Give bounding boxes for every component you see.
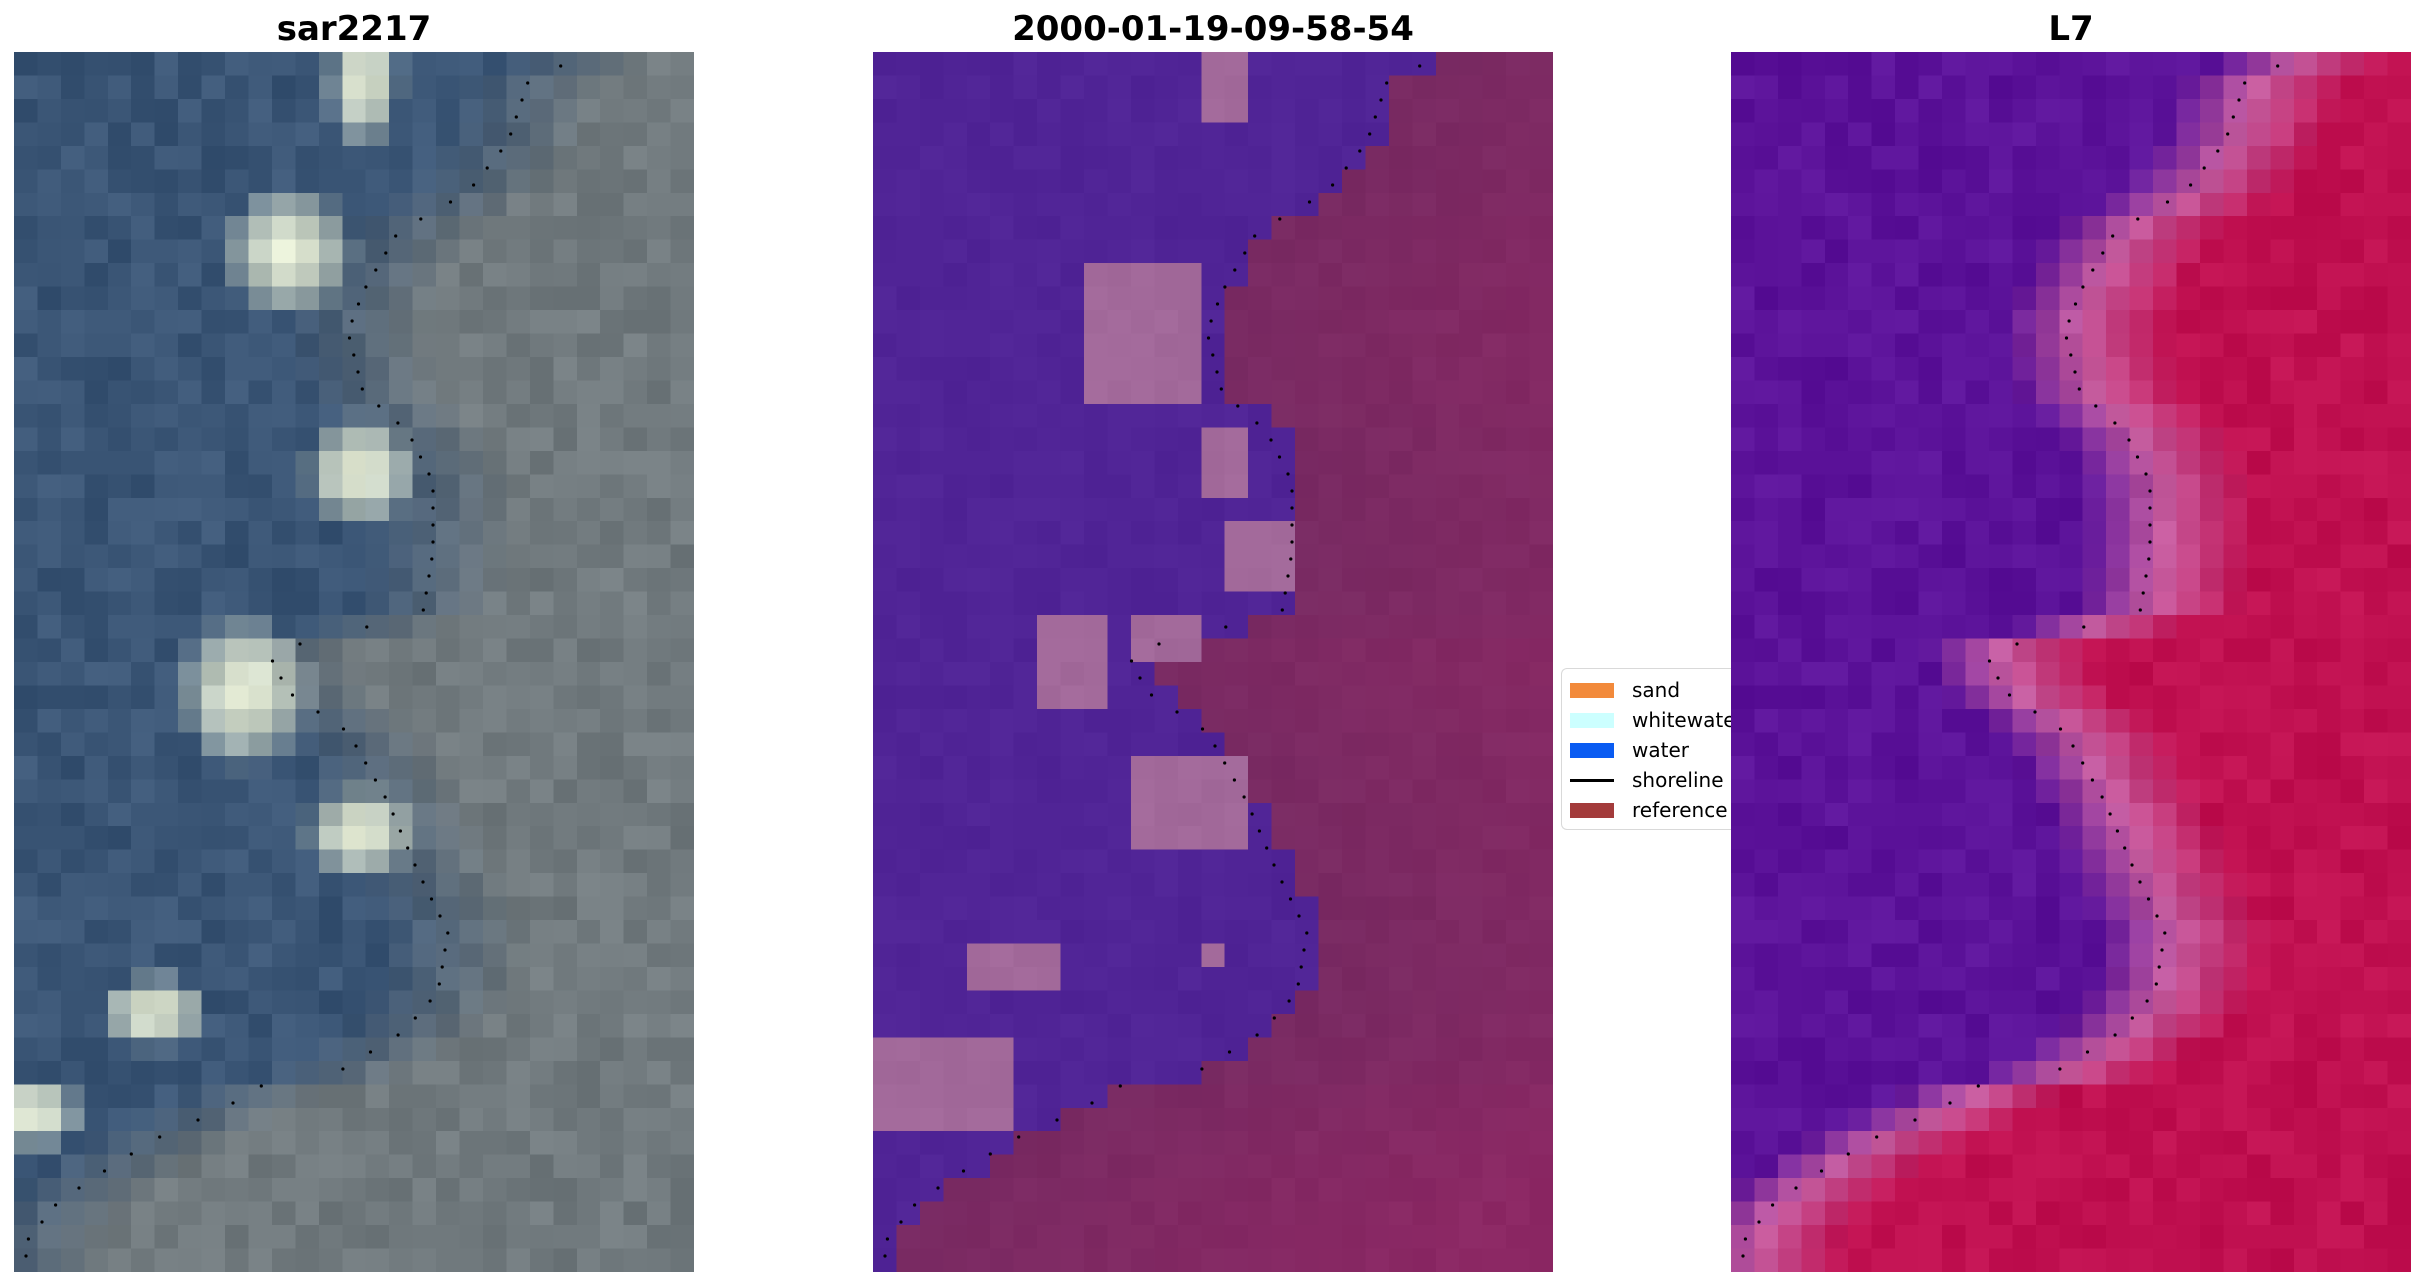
legend-label-sand: sand (1632, 678, 1681, 702)
rgb-image (14, 52, 694, 1272)
reference-swatch (1570, 803, 1614, 818)
legend-label-reference: reference (1632, 798, 1728, 822)
sand-swatch (1570, 683, 1614, 698)
legend-label-shoreline: shoreline (1632, 768, 1724, 792)
panel-title-sar2217: sar2217 (276, 9, 432, 49)
index-image-panel (1731, 52, 2411, 1272)
rgb-image-panel (14, 52, 694, 1272)
classification-panel (873, 52, 1553, 1272)
classification-image (873, 52, 1553, 1272)
shoreline-trace-rgb (24, 64, 563, 1258)
shoreline-trace-classification (883, 64, 1422, 1258)
legend: sand whitewater water shoreline referenc… (1561, 668, 1731, 830)
panel-title-date: 2000-01-19-09-58-54 (1012, 9, 1414, 49)
shoreline-line-swatch (1570, 779, 1614, 782)
index-image (1731, 52, 2411, 1272)
legend-label-water: water (1632, 738, 1689, 762)
water-swatch (1570, 743, 1614, 758)
panel-title-l7: L7 (2048, 9, 2094, 49)
legend-label-whitewater: whitewater (1632, 708, 1731, 732)
shoreline-trace-index (1741, 64, 2280, 1258)
whitewater-swatch (1570, 713, 1614, 728)
